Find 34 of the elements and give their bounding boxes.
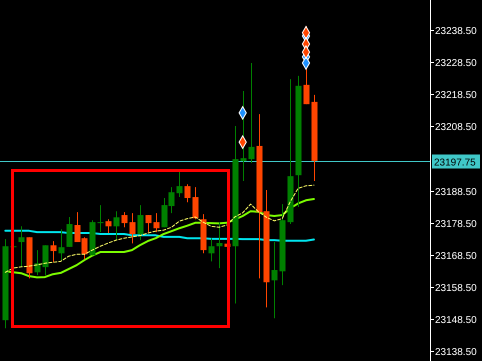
candlestick — [50, 240, 56, 263]
y-tick-label: 23228.50 — [435, 58, 478, 69]
candlestick — [66, 216, 72, 248]
y-tick-label: 23188.50 — [435, 187, 478, 198]
candlestick — [184, 184, 190, 203]
candlestick — [176, 171, 182, 198]
candlestick — [208, 238, 214, 262]
candlestick — [192, 186, 198, 220]
candlestick — [98, 204, 104, 233]
candlestick — [18, 226, 24, 268]
candlestick — [106, 218, 112, 234]
y-tick-label: 23148.50 — [435, 315, 478, 326]
y-tick-label: 23158.50 — [435, 283, 478, 294]
y-tick-label: 23218.50 — [435, 90, 478, 101]
candlestick — [58, 228, 64, 261]
y-tick-label: 23178.50 — [435, 219, 478, 230]
ref-line-label: 23197.75 — [434, 158, 476, 168]
candlestick — [138, 204, 144, 241]
candlestick — [42, 244, 48, 276]
candlestick — [216, 222, 222, 269]
candlestick — [146, 214, 152, 233]
candlestick — [272, 242, 278, 319]
candlestick — [114, 210, 120, 241]
y-tick-label: 23238.50 — [435, 26, 478, 37]
y-tick-label: 23168.50 — [435, 251, 478, 262]
candlestick — [122, 212, 128, 228]
candlestick — [34, 250, 40, 276]
line-series — [4, 184, 314, 273]
candlestick — [130, 212, 136, 244]
y-tick-label: 23208.50 — [435, 122, 478, 133]
candlestick — [154, 212, 160, 233]
candlestick — [248, 62, 254, 164]
candlestick — [304, 26, 310, 105]
y-tick-label: 23138.50 — [435, 347, 478, 358]
